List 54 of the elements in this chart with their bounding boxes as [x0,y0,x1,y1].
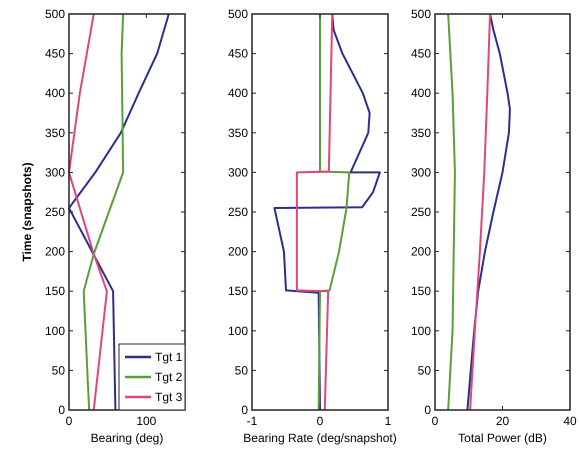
line-series [82,13,124,411]
legend-label: Tgt 1 [155,350,183,364]
y-tick-label: 450 [228,46,248,61]
line-series [296,13,334,411]
x-tick-label: -1 [246,414,258,428]
y-axis-title: Time (snapshots) [20,162,34,262]
y-tick-label: 250 [410,205,432,219]
x-tick-label: 40 [563,414,577,428]
x-tick-label: 0 [316,414,324,428]
y-tick-label: 100 [410,324,432,338]
y-tick-label: 450 [410,46,432,61]
y-tick-label: 400 [44,86,66,100]
y-tick-label: 250 [228,205,248,219]
y-tick-label: 400 [228,86,248,100]
line-series [273,13,381,411]
x-axis-title: Total Power (dB) [458,431,547,445]
x-tick-label: 100 [136,414,157,428]
y-tick-label: 300 [410,165,432,180]
y-tick-label: 50 [418,363,432,378]
y-tick-label: 0 [424,403,432,417]
y-tick-label: 200 [410,244,432,259]
y-tick-label: 150 [410,284,432,298]
y-tick-label: 100 [44,324,66,338]
x-axis-title: Bearing (deg) [90,431,164,445]
line-series [318,13,350,411]
y-tick-label: 50 [234,363,248,378]
x-axis-title: Bearing Rate (deg/snapshot) [243,431,397,445]
x-tick-label: 20 [496,414,510,428]
y-tick-label: 350 [410,126,432,140]
line-series [469,13,492,411]
y-tick-label: 150 [44,284,66,298]
y-tick-label: 500 [44,7,66,21]
line-series [466,13,511,411]
y-tick-label: 200 [44,244,66,259]
y-tick-label: 200 [228,244,248,259]
y-tick-label: 350 [228,126,248,140]
y-tick-label: 100 [228,324,248,338]
y-tick-label: 0 [241,403,248,417]
y-tick-label: 500 [228,7,248,21]
legend-label: Tgt 2 [155,370,183,384]
y-tick-label: 250 [44,205,66,219]
y-tick-label: 300 [44,165,66,180]
line-series [447,13,456,411]
y-tick-label: 400 [410,86,432,100]
y-tick-label: 50 [52,363,66,378]
y-tick-label: 150 [228,284,248,298]
y-tick-label: 0 [58,403,66,417]
y-tick-label: 450 [44,46,66,61]
x-tick-label: 1 [384,414,392,428]
y-tick-label: 300 [228,165,248,180]
y-tick-label: 500 [410,7,432,21]
line-series [68,13,108,411]
y-tick-label: 350 [44,126,66,140]
legend-label: Tgt 3 [155,390,183,404]
